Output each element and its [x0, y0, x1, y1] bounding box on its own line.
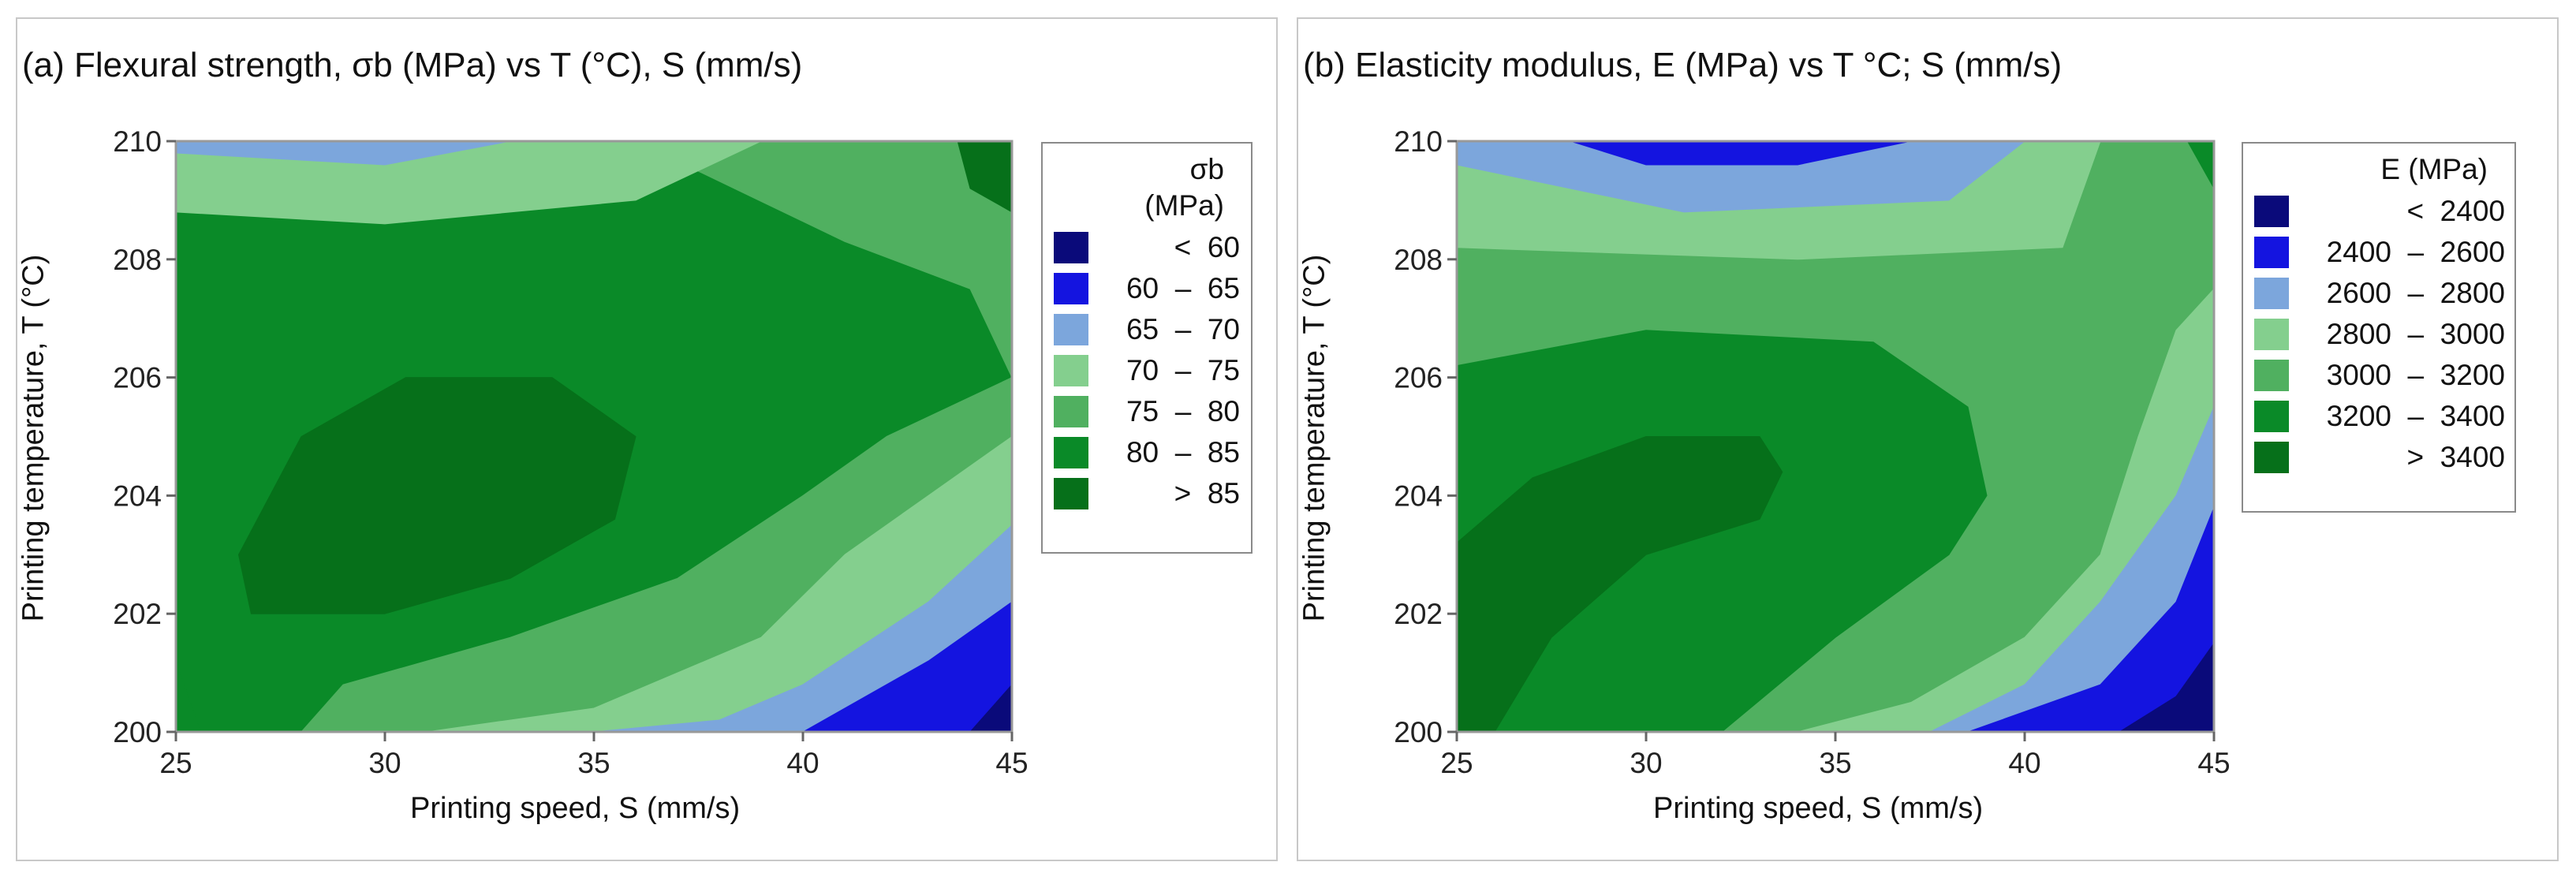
legend-swatch — [1054, 396, 1088, 427]
y-tick-label: 210 — [113, 125, 162, 158]
legend-title-unit: (MPa) — [1144, 189, 1224, 222]
legend-entry: 65 – 70 — [1054, 312, 1240, 347]
contour-region — [176, 141, 762, 225]
x-axis-ticks: 25 30 35 40 45 — [1440, 732, 2231, 779]
y-tick-label: 208 — [1394, 244, 1443, 276]
legend-label: < 60 — [1174, 231, 1240, 263]
x-axis-label: Printing speed, S (mm/s) — [1653, 792, 1984, 825]
legend-entry: 2800 – 3000 — [2254, 317, 2505, 352]
legend-swatch — [2254, 237, 2289, 268]
legend-label: 2600 – 2800 — [2326, 277, 2505, 309]
contour-region — [1570, 141, 1912, 166]
x-tick-label: 40 — [2008, 747, 2040, 779]
legend-swatch — [1054, 314, 1088, 345]
y-tick-label: 206 — [1394, 362, 1443, 394]
legend-entry: 80 – 85 — [1054, 435, 1240, 470]
y-tick-label: 200 — [113, 716, 162, 748]
legend-entry: 3200 – 3400 — [2254, 399, 2505, 434]
y-axis-label: Printing temperature, T (°C) — [1297, 254, 1331, 622]
legend-label: 70 – 75 — [1126, 354, 1240, 386]
legend-label: 60 – 65 — [1126, 272, 1240, 304]
legend-label: 75 – 80 — [1126, 395, 1240, 427]
contour-region — [1457, 141, 2025, 213]
legend-swatch — [2254, 319, 2289, 350]
legend-swatch — [1054, 478, 1088, 509]
legend-swatch — [2254, 196, 2289, 227]
contour-region — [176, 141, 511, 166]
legend-swatch — [1054, 355, 1088, 386]
y-tick-label: 202 — [1394, 598, 1443, 630]
x-tick-label: 45 — [995, 747, 1028, 779]
legend-entry: 75 – 80 — [1054, 394, 1240, 429]
panel-elasticity-modulus: (b) Elasticity modulus, E (MPa) vs T °C;… — [1297, 17, 2559, 861]
legend-entry: 70 – 75 — [1054, 353, 1240, 388]
legend-entry: < 60 — [1054, 230, 1240, 265]
legend: E (MPa) < 2400 2400 – 2600 2600 – 2800 2800… — [2242, 142, 2516, 513]
legend-label: 3000 – 3200 — [2326, 359, 2505, 391]
legend-title: σb — [1189, 153, 1224, 185]
y-tick-label: 210 — [1394, 125, 1443, 158]
legend-entry: 3000 – 3200 — [2254, 358, 2505, 393]
y-axis-ticks: 200 202 204 206 208 210 — [1394, 125, 1457, 748]
legend-entry: 60 – 65 — [1054, 271, 1240, 306]
legend-entry: < 2400 — [2254, 194, 2505, 229]
legend-swatch — [1054, 437, 1088, 468]
legend-swatch — [1054, 273, 1088, 304]
contour-plot: 25 30 35 40 45 200 202 204 206 208 210 — [1394, 125, 2231, 779]
y-tick-label: 204 — [1394, 480, 1443, 512]
x-tick-label: 35 — [1819, 747, 1851, 779]
y-tick-label: 206 — [113, 362, 162, 394]
legend-label: > 85 — [1174, 477, 1240, 509]
legend-label: > 3400 — [2406, 441, 2505, 473]
contour-region — [635, 141, 1012, 379]
legend-entry: 2400 – 2600 — [2254, 235, 2505, 270]
x-tick-label: 30 — [1630, 747, 1662, 779]
panel-flexural-strength: (a) Flexural strength, σb (MPa) vs T (°C… — [16, 17, 1278, 861]
legend-swatch — [1054, 232, 1088, 263]
legend: σb (MPa) < 60 60 – 65 65 – 70 70 – 75 75 – 8… — [1041, 142, 1253, 554]
legend-label: 2800 – 3000 — [2326, 318, 2505, 350]
contour-region — [969, 684, 1012, 732]
legend-swatch — [2254, 278, 2289, 309]
legend-swatch — [2254, 401, 2289, 432]
contour-region — [957, 141, 1012, 213]
contour-regions — [1457, 141, 2214, 732]
contour-region — [176, 660, 202, 732]
contour-region — [238, 377, 637, 614]
contour-region — [802, 601, 1012, 732]
x-tick-label: 30 — [368, 747, 401, 779]
x-tick-label: 25 — [1440, 747, 1473, 779]
contour-regions — [176, 141, 1012, 732]
chart-title: (a) Flexural strength, σb (MPa) vs T (°C… — [22, 46, 803, 84]
contour-region — [1457, 436, 1783, 732]
legend-entry: > 3400 — [2254, 440, 2505, 475]
legend-swatch — [2254, 442, 2289, 473]
y-tick-label: 208 — [113, 244, 162, 276]
legend-entry: 2600 – 2800 — [2254, 276, 2505, 311]
contour-region — [2119, 643, 2214, 732]
y-tick-label: 200 — [1394, 716, 1443, 748]
legend-label: 3200 – 3400 — [2326, 400, 2505, 432]
contour-region — [2186, 141, 2214, 189]
legend-swatch — [2254, 360, 2289, 391]
x-tick-label: 35 — [577, 747, 610, 779]
y-axis-ticks: 200 202 204 206 208 210 — [113, 125, 176, 748]
chart-title: (b) Elasticity modulus, E (MPa) vs T °C;… — [1303, 46, 2063, 84]
x-tick-label: 40 — [786, 747, 819, 779]
legend-label: 80 – 85 — [1126, 436, 1240, 468]
legend-label: < 2400 — [2406, 195, 2505, 227]
x-tick-label: 25 — [159, 747, 192, 779]
y-axis-label: Printing temperature, T (°C) — [17, 254, 50, 622]
y-tick-label: 202 — [113, 598, 162, 630]
legend-label: 65 – 70 — [1126, 313, 1240, 345]
legend-title: E (MPa) — [2380, 153, 2488, 185]
legend-entry: > 85 — [1054, 476, 1240, 511]
x-tick-label: 45 — [2197, 747, 2230, 779]
legend-label: 2400 – 2600 — [2326, 236, 2505, 268]
contour-plot: 25 30 35 40 45 200 202 204 206 208 210 — [113, 125, 1029, 779]
x-axis-label: Printing speed, S (mm/s) — [410, 792, 741, 825]
x-axis-ticks: 25 30 35 40 45 — [159, 732, 1029, 779]
y-tick-label: 204 — [113, 480, 162, 512]
contour-region — [1967, 506, 2214, 732]
